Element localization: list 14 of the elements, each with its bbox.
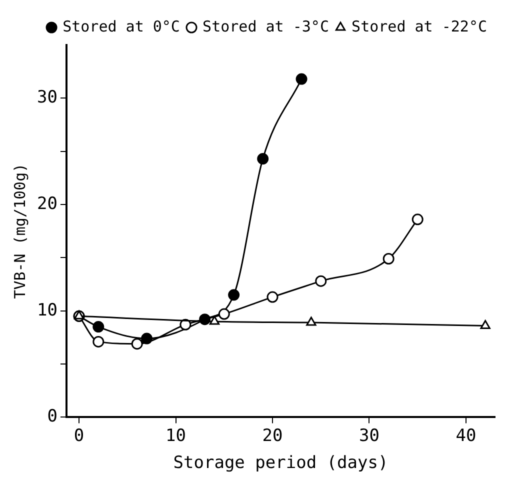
legend-label: Stored at -3°C xyxy=(202,17,329,36)
x-axis-title: Storage period (days) xyxy=(173,453,388,474)
y-tick-label: 30 xyxy=(36,88,58,108)
x-tick-label: 20 xyxy=(262,426,283,446)
x-tick-label: 0 xyxy=(74,426,84,446)
x-tick-label: 40 xyxy=(456,426,476,446)
y-axis-title: TVB-N (mg/100g) xyxy=(10,163,29,299)
x-tick-label: 30 xyxy=(359,426,380,446)
y-tick-label: 20 xyxy=(36,194,58,214)
legend-label: Stored at 0°C xyxy=(62,17,180,36)
x-tick-label: 10 xyxy=(166,426,186,446)
legend-label: Stored at -22°C xyxy=(352,17,488,36)
y-tick-label: 0 xyxy=(47,406,58,427)
y-tick-label: 10 xyxy=(36,300,58,320)
